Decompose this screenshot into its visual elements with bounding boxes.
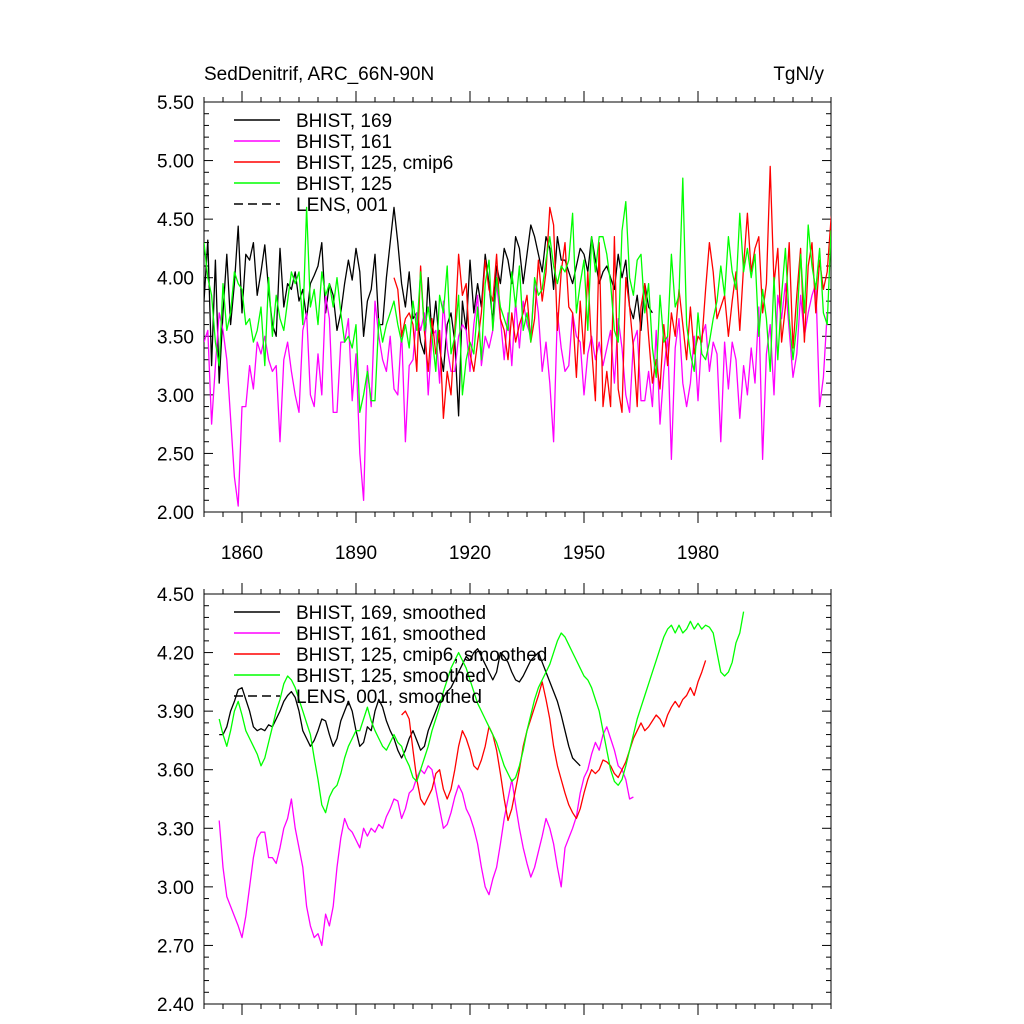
y-tick-label: 3.00 bbox=[157, 386, 194, 407]
legend-label: LENS, 001, smoothed bbox=[296, 687, 482, 708]
y-tick-label: 5.50 bbox=[157, 93, 194, 114]
y-tick-label: 4.50 bbox=[157, 210, 194, 231]
y-tick-label: 3.30 bbox=[157, 819, 194, 840]
y-tick-label: 2.00 bbox=[157, 503, 194, 524]
legend-label: BHIST, 125, cmip6 bbox=[296, 153, 453, 174]
series-line bbox=[204, 206, 653, 417]
y-tick-label: 2.50 bbox=[157, 444, 194, 465]
legend-label: BHIST, 161 bbox=[296, 132, 392, 153]
series-line bbox=[219, 648, 581, 767]
y-tick-label: 4.00 bbox=[157, 269, 194, 290]
series-line bbox=[204, 282, 828, 507]
y-tick-label: 3.50 bbox=[157, 327, 194, 348]
series-group bbox=[218, 611, 745, 947]
legend-label: BHIST, 169, smoothed bbox=[296, 603, 486, 624]
x-tick-label: 1980 bbox=[677, 543, 719, 564]
series-group bbox=[204, 165, 831, 507]
legend-label: BHIST, 125, cmip6, smoothed bbox=[296, 645, 547, 666]
y-tick-label: 2.70 bbox=[157, 936, 194, 957]
y-tick-label: 3.60 bbox=[157, 761, 194, 782]
units-label: TgN/y bbox=[773, 64, 824, 85]
x-tick-label: 1890 bbox=[335, 543, 377, 564]
plot-frame bbox=[203, 593, 832, 1005]
x-tick-label: 1950 bbox=[563, 543, 605, 564]
legend-label: LENS, 001 bbox=[296, 195, 388, 216]
plot-frame bbox=[203, 101, 832, 513]
series-line bbox=[401, 660, 707, 822]
y-tick-label: 4.50 bbox=[157, 585, 194, 606]
y-tick-label: 3.00 bbox=[157, 878, 194, 899]
x-tick-label: 1860 bbox=[221, 543, 263, 564]
legend-label: BHIST, 125 bbox=[296, 174, 392, 195]
legend-label: BHIST, 125, smoothed bbox=[296, 666, 486, 687]
y-tick-label: 4.20 bbox=[157, 644, 194, 665]
series-line bbox=[204, 177, 831, 414]
legend-label: BHIST, 161, smoothed bbox=[296, 624, 486, 645]
top-panel: 2.00 2.50 3.00 3.50 4.00 4.50 5.00 5.50 1860 1890… bbox=[157, 91, 832, 564]
y-tick-label: 3.90 bbox=[157, 702, 194, 723]
bottom-panel: 2.40 2.70 3.00 3.30 3.60 3.90 4.20 4.50 BHIST, 1… bbox=[157, 583, 832, 1016]
plot-title: SedDenitrif, ARC_66N-90N bbox=[204, 64, 435, 85]
legend-label: BHIST, 169 bbox=[296, 111, 392, 132]
x-tick-label: 1920 bbox=[449, 543, 491, 564]
y-tick-label: 5.00 bbox=[157, 152, 194, 173]
series-line bbox=[218, 611, 745, 814]
y-tick-label: 2.40 bbox=[157, 995, 194, 1016]
series-line bbox=[218, 726, 634, 947]
